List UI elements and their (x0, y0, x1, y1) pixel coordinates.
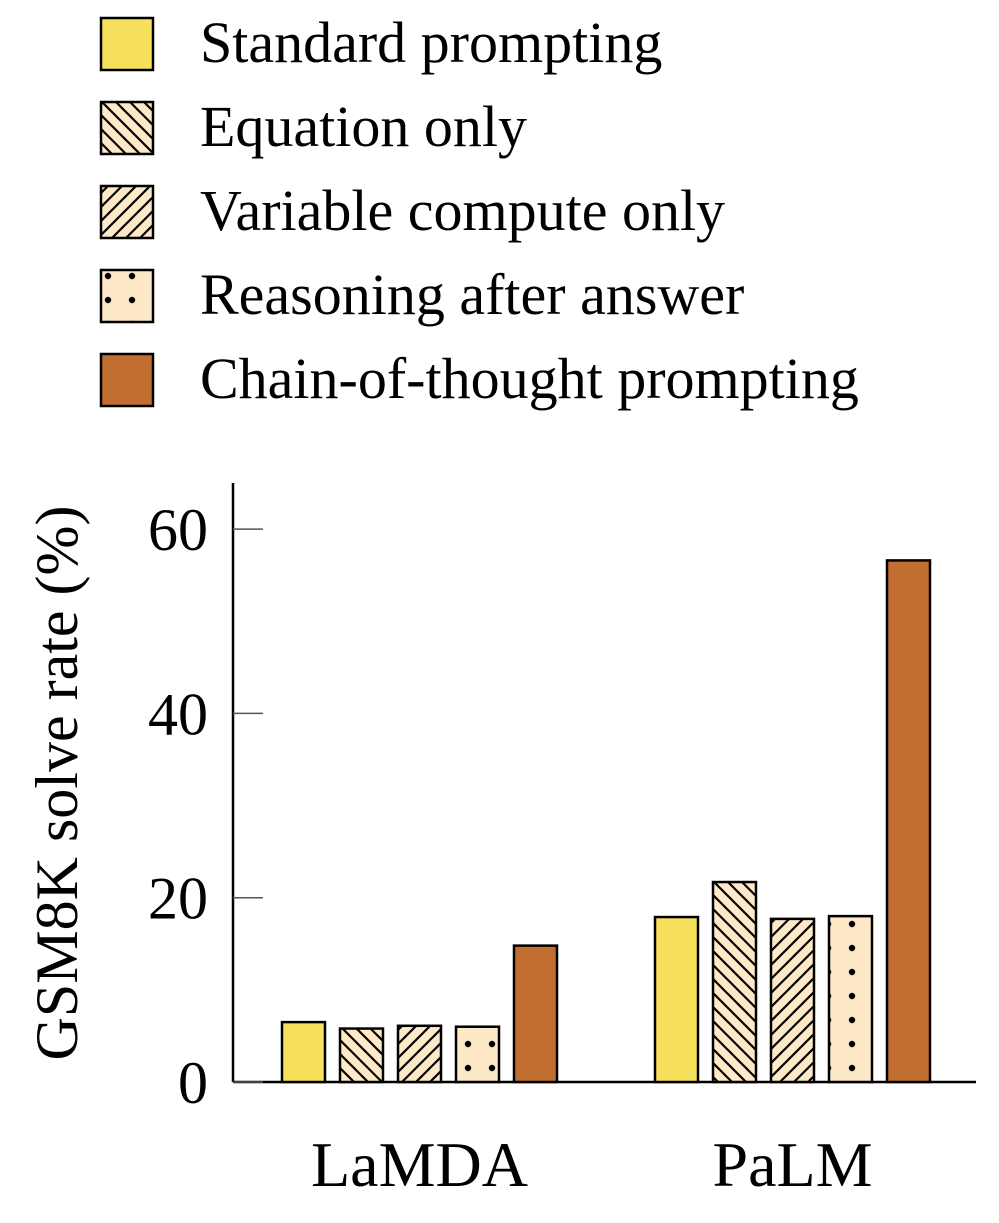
y-tick-label: 60 (148, 497, 208, 563)
y-tick-label: 20 (148, 866, 208, 932)
legend-label-standard-prompting: Standard prompting (200, 10, 662, 75)
y-tick-label: 0 (178, 1050, 208, 1116)
legend-swatch-reasoning-after-answer (99, 268, 155, 324)
x-category-label-lamda: LaMDA (311, 1129, 528, 1200)
legend-swatch-variable-compute-only (99, 184, 155, 240)
legend-label-variable-compute-only: Variable compute only (200, 178, 725, 243)
legend-swatch-chain-of-thought-prompting (99, 352, 155, 408)
bar-palm-variable-compute-only (769, 917, 816, 1084)
legend-swatch-equation-only (99, 100, 155, 156)
bar-lamda-equation-only (338, 1027, 385, 1084)
plot-area: 0 20 40 60 GSM8K solve rate (%) LaMDA PaLM (24, 483, 976, 1200)
y-tick-label: 40 (148, 681, 208, 747)
legend-label-chain-of-thought-prompting: Chain-of-thought prompting (200, 346, 859, 411)
legend-swatch-standard-prompting (99, 16, 155, 72)
y-axis-label: GSM8K solve rate (%) (24, 506, 90, 1061)
x-category-label-palm: PaLM (713, 1129, 873, 1200)
legend: Standard prompting Equation only Variable … (99, 10, 859, 411)
bar-palm-standard-prompting (653, 915, 700, 1084)
legend-label-reasoning-after-answer: Reasoning after answer (200, 262, 744, 327)
bar-lamda-reasoning-after-answer (454, 1025, 501, 1084)
legend-label-equation-only: Equation only (200, 94, 527, 159)
bar-lamda-variable-compute-only (396, 1024, 443, 1084)
bar-palm-chain-of-thought-prompting (885, 559, 932, 1084)
bar-palm-reasoning-after-answer (827, 914, 874, 1084)
bar-lamda-chain-of-thought-prompting (512, 944, 559, 1084)
bar-palm-equation-only (711, 880, 758, 1084)
bar-lamda-standard-prompting (280, 1020, 327, 1084)
